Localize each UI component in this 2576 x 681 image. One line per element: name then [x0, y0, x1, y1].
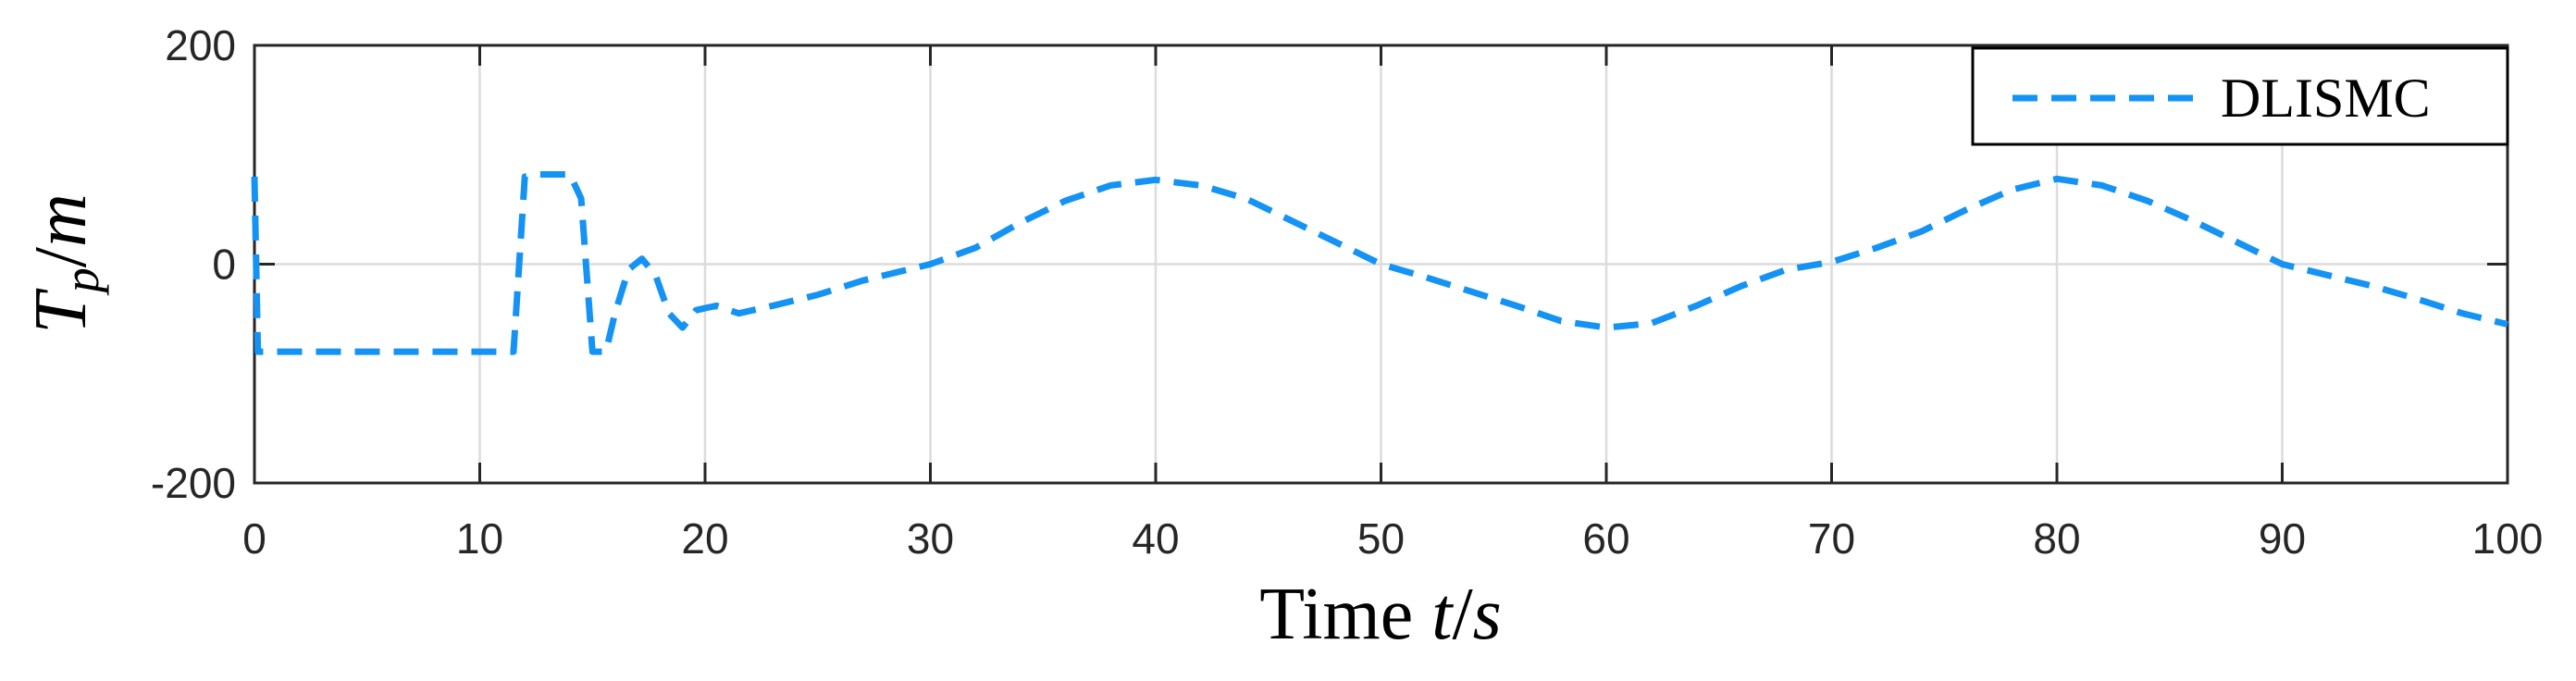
y-axis-title: Tp/m — [20, 193, 109, 334]
x-tick-label: 10 — [456, 514, 503, 563]
x-axis-title: Time t/s — [1259, 574, 1502, 655]
x-tick-label: 0 — [242, 514, 266, 563]
y-tick-label: 0 — [212, 241, 236, 289]
x-axis-title-prefix: Time — [1259, 574, 1431, 655]
x-tick-label: 40 — [1132, 514, 1179, 563]
y-axis-title-unit: m — [20, 193, 102, 247]
legend-label: DLISMC — [2221, 68, 2431, 129]
y-tick-label: -200 — [151, 459, 236, 507]
legend: DLISMC — [1971, 46, 2509, 146]
x-tick-label: 100 — [2472, 514, 2544, 563]
x-axis-title-var: t — [1431, 574, 1454, 655]
x-tick-label: 90 — [2259, 514, 2306, 563]
x-tick-label: 60 — [1582, 514, 1629, 563]
x-tick-label: 80 — [2033, 514, 2080, 563]
y-axis-title-sep: / — [20, 246, 102, 267]
x-tick-label: 50 — [1357, 514, 1405, 563]
x-tick-label: 70 — [1808, 514, 1855, 563]
y-axis-title-sub: p — [54, 267, 109, 296]
y-axis-title-var: T — [20, 288, 102, 334]
series-lines — [251, 171, 2508, 355]
x-tick-labels: 0 10 20 30 40 50 60 70 80 90 100 — [242, 514, 2543, 563]
y-tick-labels: -200 0 200 — [151, 21, 236, 507]
x-tick-label: 30 — [907, 514, 954, 563]
x-axis-title-sep: / — [1452, 574, 1473, 655]
x-axis-title-unit: s — [1473, 574, 1502, 655]
x-tick-label: 20 — [681, 514, 728, 563]
axis-ticks — [253, 43, 2509, 485]
series-line-0 — [251, 171, 2508, 355]
y-tick-label: 200 — [165, 21, 236, 69]
